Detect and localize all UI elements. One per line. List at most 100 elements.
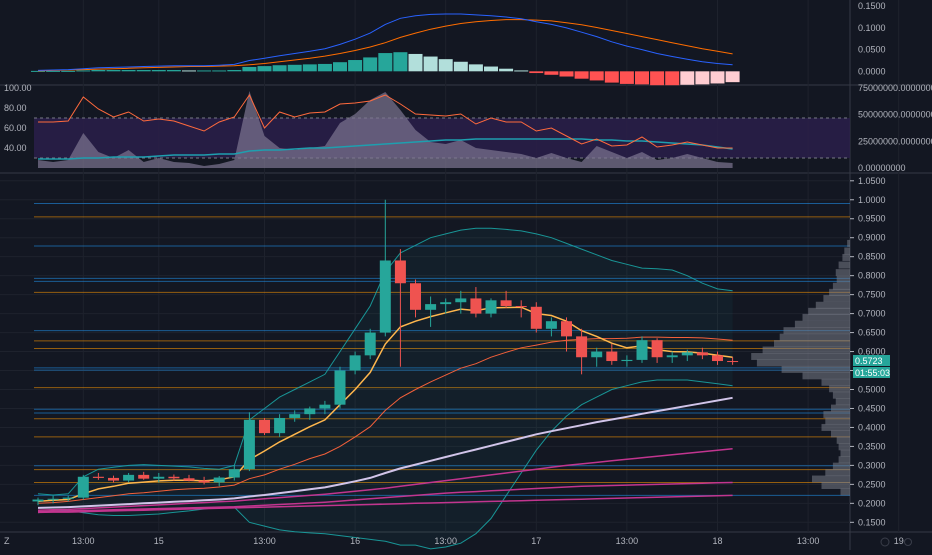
volume-profile-bar: [842, 253, 850, 261]
candle-body: [379, 260, 391, 333]
ema-mid-line: [37, 336, 733, 504]
candle-body: [349, 355, 361, 371]
macd-histogram-bar: [529, 71, 544, 74]
volume-profile-bar: [832, 462, 850, 470]
volume-profile-bar: [774, 340, 850, 348]
macd-histogram-bar: [317, 63, 332, 72]
price-tick-label: 0.8500: [858, 252, 886, 262]
time-tick-label: 15: [154, 536, 164, 546]
bollinger-fill: [38, 228, 733, 549]
candle-body: [364, 332, 376, 356]
macd-histogram-bar: [544, 71, 559, 75]
last-price-tag: 0.5723 01:55:03: [853, 355, 890, 378]
timezone-corner-label[interactable]: Z: [4, 536, 10, 546]
candle-body: [591, 351, 603, 358]
candle-body: [334, 370, 346, 405]
volume-profile-bar: [847, 239, 850, 247]
macd-histogram-bar: [242, 66, 257, 72]
time-axis[interactable]: 13:00 15 13:00 16 13:00 17 13:00 18 13:00 19: [72, 536, 904, 546]
candle-body: [561, 321, 572, 337]
price-tick-label: 0.2000: [858, 498, 886, 508]
candle-body: [47, 498, 59, 500]
macd-histogram-bar: [121, 70, 136, 72]
candle-body: [153, 476, 165, 479]
macd-histogram-bar: [61, 70, 76, 72]
volume-profile-bar: [832, 391, 850, 399]
macd-histogram-bar: [559, 71, 574, 77]
volume-profile-bar: [832, 282, 850, 290]
price-tick-label: 0.4000: [858, 422, 886, 432]
price-tick-label: 0.9000: [858, 233, 886, 243]
candle-body: [440, 302, 452, 305]
macd-histogram-bar: [182, 70, 196, 72]
volume-profile-bar: [781, 365, 850, 373]
macd-histogram-bar: [378, 53, 393, 72]
candle-body: [666, 355, 678, 358]
goto-realtime-button[interactable]: [880, 537, 890, 547]
volume-profile-bar: [808, 307, 850, 315]
volume-profile-bar: [756, 359, 850, 367]
volume-profile-bar: [823, 411, 850, 419]
rsi-tick-label: 40.00: [4, 143, 27, 153]
volume-profile-bar: [783, 327, 850, 335]
macd-histogram-bar: [468, 64, 483, 72]
macd-histogram-bar: [499, 68, 514, 72]
candle-body: [470, 298, 482, 314]
price-tick-label: 0.3000: [858, 460, 886, 470]
macd-histogram-bar: [514, 70, 529, 72]
macd-histogram-bar: [363, 57, 378, 72]
realtime-icon[interactable]: [880, 537, 890, 547]
price-tick-label: 0.7000: [858, 309, 886, 319]
volume-profile-bar: [836, 436, 850, 444]
macd-histogram-bar: [272, 65, 287, 72]
volume-profile-bar: [779, 333, 850, 341]
volume-profile-bar: [844, 247, 850, 255]
volume-profile-bar: [821, 423, 850, 431]
price-tick-label: 0.9500: [858, 214, 886, 224]
gear-icon[interactable]: [904, 538, 912, 546]
candle-body: [515, 306, 527, 308]
volume-profile-bar: [835, 398, 850, 406]
volume-profile-bar: [831, 404, 850, 412]
candle-body: [576, 336, 588, 358]
macd-histogram-bar: [151, 70, 166, 72]
time-tick-label: 13:00: [253, 536, 276, 546]
volume-profile-bar: [835, 269, 850, 277]
volume-profile-bar: [838, 456, 850, 464]
rsi-tick-label: 80.00: [4, 103, 27, 113]
volume-profile: [751, 239, 850, 496]
time-tick-label: 16: [350, 536, 360, 546]
volume-profile-bar: [840, 449, 850, 457]
candle-body: [455, 298, 467, 303]
candle-body: [62, 497, 74, 499]
macd-histogram-bar: [680, 71, 695, 85]
last-price-label: 0.5723: [855, 356, 883, 366]
candle-body: [485, 300, 497, 314]
macd-histogram-bar: [604, 71, 619, 83]
candle-body: [259, 419, 270, 434]
settings-icon[interactable]: [904, 538, 912, 546]
macd-histogram-bar: [574, 71, 589, 79]
macd-histogram-bar: [212, 70, 227, 72]
macd-histogram-bar: [453, 61, 468, 72]
volume-profile-bar: [836, 275, 850, 283]
sma-long-line: [37, 396, 733, 509]
candle-body: [681, 352, 693, 356]
macd-histogram-bar: [166, 70, 181, 72]
price-axis[interactable]: 1.0500 1.0000 0.9500 0.9000 0.8500 0.8000 0.75…: [4, 1, 932, 527]
macd-histogram-bar: [423, 56, 438, 72]
candle-body: [304, 408, 316, 415]
volume-profile-bar: [812, 475, 850, 483]
macd-histogram-bar: [197, 70, 212, 72]
price-tick-label: 0.5000: [858, 384, 886, 394]
candle-body: [500, 300, 512, 307]
macd-tick-label: 0.0000: [858, 66, 886, 76]
horizontal-levels: [34, 203, 850, 496]
macd-line: [37, 13, 733, 71]
macd-histogram-bar: [106, 70, 121, 72]
candle-body: [319, 404, 331, 409]
candle-body: [289, 414, 301, 418]
price-tick-label: 0.3500: [858, 441, 886, 451]
